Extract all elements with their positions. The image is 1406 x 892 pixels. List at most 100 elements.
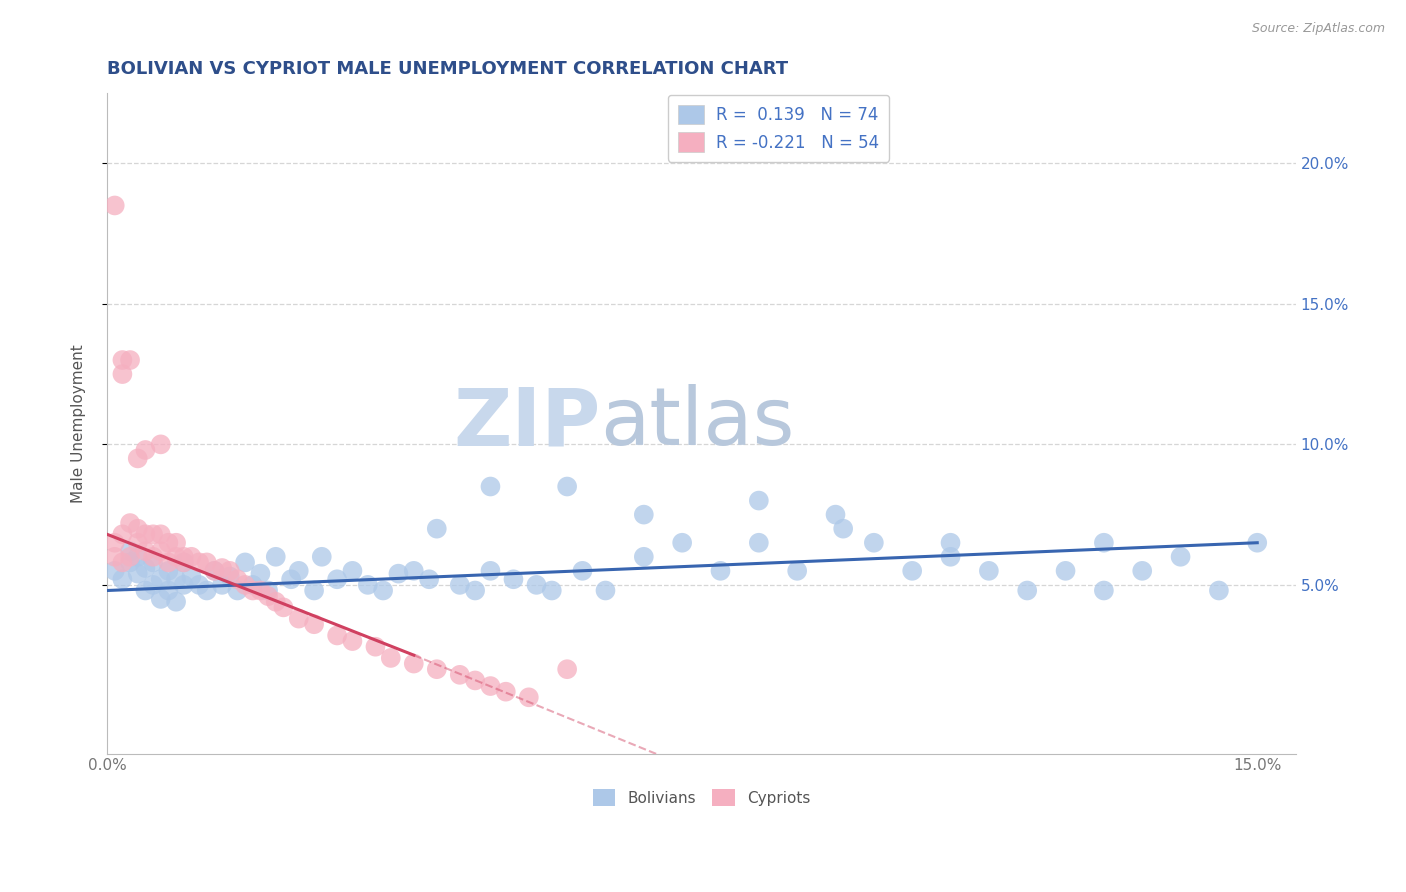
Point [1092, 583, 1115, 598]
Point [165, 595, 187, 609]
Point [111, 555, 134, 569]
Point [149, 544, 172, 558]
Point [571, 564, 593, 578]
Point [832, 522, 855, 536]
Point [142, 555, 165, 569]
Point [218, 564, 240, 578]
Point [127, 535, 149, 549]
Point [211, 578, 233, 592]
Point [633, 508, 655, 522]
Point [157, 564, 180, 578]
Point [495, 684, 517, 698]
Point [371, 583, 394, 598]
Point [226, 583, 249, 598]
Point [134, 583, 156, 598]
Point [142, 527, 165, 541]
Point [173, 555, 195, 569]
Point [165, 572, 187, 586]
Point [242, 578, 264, 592]
Point [242, 583, 264, 598]
Point [127, 566, 149, 581]
Point [264, 595, 287, 609]
Y-axis label: Male Unemployment: Male Unemployment [72, 344, 86, 503]
Point [748, 493, 770, 508]
Point [226, 572, 249, 586]
Point [449, 578, 471, 592]
Point [302, 583, 325, 598]
Point [526, 578, 548, 592]
Point [633, 549, 655, 564]
Point [127, 451, 149, 466]
Text: BOLIVIAN VS CYPRIOT MALE UNEMPLOYMENT CORRELATION CHART: BOLIVIAN VS CYPRIOT MALE UNEMPLOYMENT CO… [107, 60, 789, 78]
Text: Source: ZipAtlas.com: Source: ZipAtlas.com [1251, 22, 1385, 36]
Point [540, 583, 562, 598]
Point [517, 690, 540, 705]
Point [120, 353, 142, 368]
Point [195, 583, 218, 598]
Point [479, 479, 502, 493]
Point [134, 544, 156, 558]
Point [402, 657, 425, 671]
Point [173, 549, 195, 564]
Point [1246, 535, 1268, 549]
Point [449, 668, 471, 682]
Point [104, 564, 127, 578]
Point [901, 564, 924, 578]
Point [120, 544, 142, 558]
Point [149, 591, 172, 606]
Point [165, 535, 187, 549]
Point [326, 628, 349, 642]
Point [195, 555, 218, 569]
Point [671, 535, 693, 549]
Point [104, 535, 127, 549]
Point [326, 572, 349, 586]
Point [204, 564, 226, 578]
Point [939, 549, 962, 564]
Point [188, 555, 211, 569]
Point [595, 583, 617, 598]
Point [273, 600, 295, 615]
Point [479, 679, 502, 693]
Point [134, 527, 156, 541]
Text: atlas: atlas [600, 384, 794, 462]
Point [302, 617, 325, 632]
Point [157, 583, 180, 598]
Point [134, 442, 156, 457]
Point [479, 564, 502, 578]
Point [364, 640, 387, 654]
Point [120, 516, 142, 530]
Point [977, 564, 1000, 578]
Point [287, 564, 309, 578]
Point [786, 564, 808, 578]
Point [173, 555, 195, 569]
Point [1130, 564, 1153, 578]
Point [464, 673, 486, 688]
Point [426, 522, 449, 536]
Point [249, 566, 271, 581]
Point [111, 353, 134, 368]
Point [218, 569, 240, 583]
Point [418, 572, 440, 586]
Point [134, 561, 156, 575]
Point [824, 508, 846, 522]
Point [426, 662, 449, 676]
Point [1017, 583, 1039, 598]
Point [342, 564, 364, 578]
Point [204, 564, 226, 578]
Point [257, 589, 280, 603]
Point [111, 572, 134, 586]
Point [211, 561, 233, 575]
Point [1170, 549, 1192, 564]
Point [1208, 583, 1230, 598]
Point [502, 572, 524, 586]
Point [1054, 564, 1077, 578]
Point [233, 578, 256, 592]
Point [142, 578, 165, 592]
Point [257, 583, 280, 598]
Point [264, 549, 287, 564]
Point [127, 549, 149, 564]
Point [188, 578, 211, 592]
Point [1092, 535, 1115, 549]
Point [555, 662, 578, 676]
Point [180, 549, 202, 564]
